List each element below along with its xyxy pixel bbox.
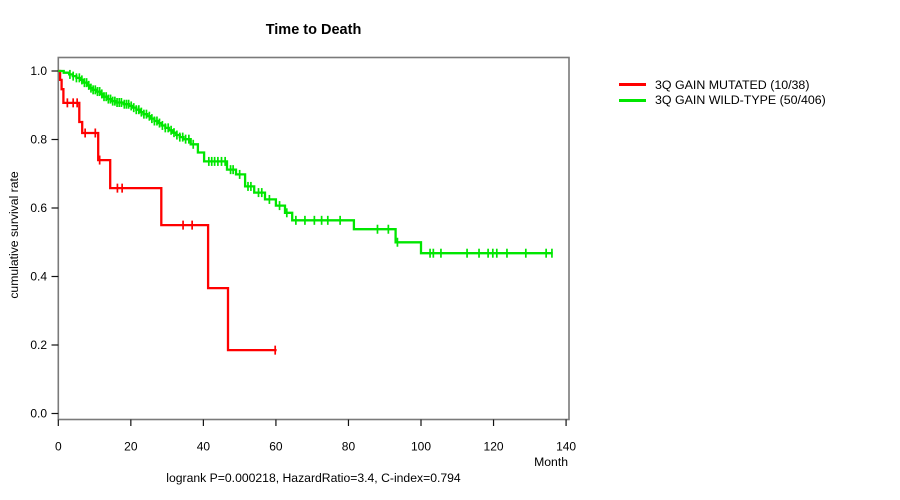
- x-axis-label: Month: [534, 455, 568, 469]
- plot-border: [57, 56, 570, 421]
- x-tick-label: 120: [484, 440, 504, 454]
- legend-label-wildtype: 3Q GAIN WILD-TYPE (50/406): [655, 93, 826, 108]
- y-tick-label: 0.8: [30, 133, 47, 147]
- x-tick-label: 80: [342, 440, 356, 454]
- legend-label-mutated: 3Q GAIN MUTATED (10/38): [655, 77, 810, 92]
- y-tick-label: 0.4: [30, 270, 47, 284]
- x-tick-label: 60: [269, 440, 283, 454]
- x-tick-label: 0: [55, 440, 62, 454]
- stats-annotation: logrank P=0.000218, HazardRatio=3.4, C-i…: [166, 471, 461, 485]
- x-tick-label: 140: [556, 440, 576, 454]
- legend-line-red: [619, 83, 646, 87]
- survival-curve-0: [58, 69, 277, 352]
- legend-item-mutated: 3Q GAIN MUTATED (10/38): [619, 77, 826, 93]
- y-axis-label: cumulative survival rate: [7, 171, 21, 299]
- y-tick-label: 1.0: [30, 64, 47, 78]
- y-tick-label: 0.2: [30, 338, 47, 352]
- x-tick-label: 100: [411, 440, 431, 454]
- x-tick-label: 20: [124, 440, 138, 454]
- legend-line-green: [619, 98, 646, 102]
- x-tick-label: 40: [197, 440, 211, 454]
- chart-title: Time to Death: [265, 22, 362, 38]
- legend-item-wildtype: 3Q GAIN WILD-TYPE (50/406): [619, 93, 826, 109]
- legend: 3Q GAIN MUTATED (10/38) 3Q GAIN WILD-TYP…: [619, 77, 826, 108]
- y-tick-label: 0.0: [30, 407, 47, 421]
- survival-curve-1: [58, 69, 553, 255]
- y-tick-label: 0.6: [30, 201, 47, 215]
